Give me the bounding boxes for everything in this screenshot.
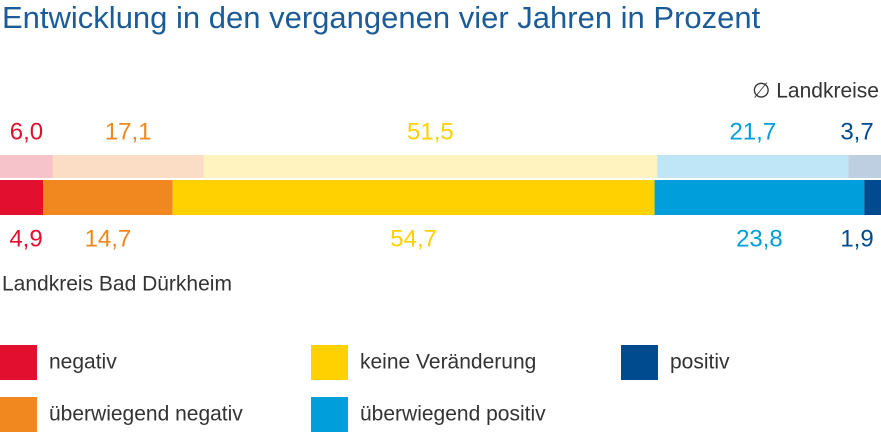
legend-label: negativ	[49, 351, 117, 374]
value-label: 14,7	[85, 225, 132, 252]
chart-title: Entwicklung in den vergangenen vier Jahr…	[2, 0, 761, 35]
value-label: 6,0	[10, 118, 43, 145]
bar-segment	[657, 155, 849, 178]
legend-swatch	[621, 345, 658, 380]
value-label: 3,7	[840, 118, 873, 145]
bar-segment	[43, 180, 173, 215]
bar-segment	[0, 155, 53, 178]
legend-swatch	[0, 397, 37, 432]
bar-segment	[203, 155, 658, 178]
bar-segment	[654, 180, 865, 215]
legend-label: überwiegend negativ	[49, 403, 243, 426]
legend-label: überwiegend positiv	[360, 403, 546, 426]
legend-swatch	[311, 397, 348, 432]
bar-segment	[864, 180, 881, 215]
value-label: 21,7	[729, 118, 776, 145]
category-label: Landkreis Bad Dürkheim	[2, 273, 232, 296]
legend-swatch	[0, 345, 37, 380]
bar-segment	[848, 155, 881, 178]
legend-swatch	[311, 345, 348, 380]
legend-label: positiv	[670, 351, 730, 374]
value-label: 51,5	[407, 118, 454, 145]
bar-segment	[0, 180, 44, 215]
legend-label: keine Veränderung	[360, 351, 536, 374]
value-label: 4,9	[9, 225, 42, 252]
value-label: 23,8	[736, 225, 783, 252]
category-label: ∅ Landkreise	[752, 80, 879, 103]
bar-segment	[52, 155, 204, 178]
value-label: 1,9	[840, 225, 873, 252]
value-label: 54,7	[390, 225, 437, 252]
bar-segment	[172, 180, 655, 215]
value-label: 17,1	[105, 118, 152, 145]
